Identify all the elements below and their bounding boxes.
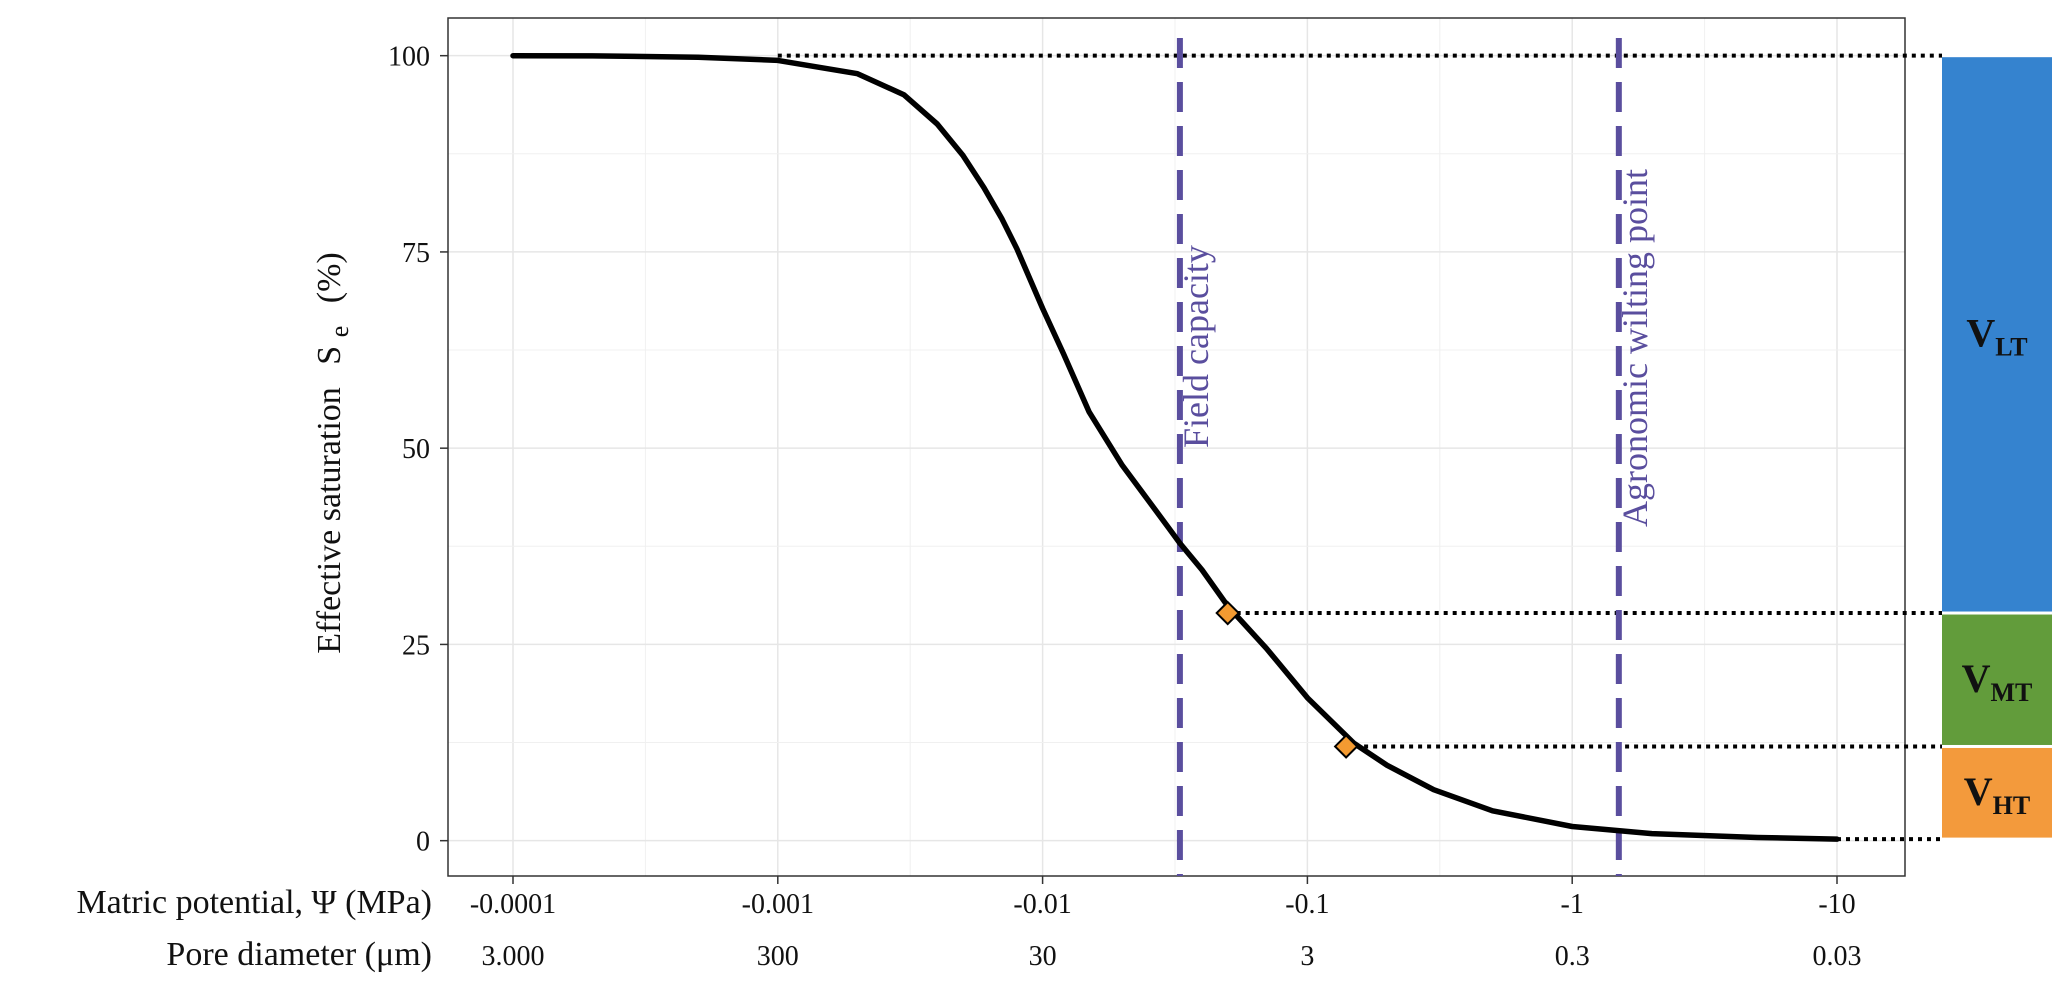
pore-tick-label: 30: [1029, 941, 1057, 972]
x-tick-label: -1: [1561, 889, 1584, 920]
retention-curve: [510, 52, 1840, 842]
y-tick-label: 100: [388, 42, 430, 73]
y-axis-title-symbol: S: [311, 346, 348, 365]
y-tick-label: 25: [402, 630, 430, 661]
pore-tick-label: 3: [1300, 941, 1314, 972]
threshold-label: Field capacity: [1176, 245, 1216, 448]
x-axis-title: Matric potential, Ψ (MPa): [76, 884, 432, 921]
threshold-markers: [1215, 600, 1359, 759]
pore-tick-label: 0.3: [1555, 941, 1590, 972]
threshold-label: Agronomic wilting point: [1615, 169, 1655, 527]
y-tick-label: 50: [402, 434, 430, 465]
series-line: [510, 52, 1840, 842]
volume-segment-label: VHT: [1964, 769, 2030, 820]
volume-segments: VLT VMT VHT: [1942, 57, 2052, 838]
x-tick-label: -0.1: [1285, 889, 1329, 920]
plot-panel: [447, 17, 1906, 877]
volume-segment: [1942, 57, 2052, 612]
y-axis-title: Effective saturation S e (%): [311, 252, 356, 653]
x-axis-ticks: -0.0001 3.000 -0.001 300 -0.01 30 -0.1 3 -1 0.3 -1…: [470, 876, 1862, 972]
volume-segment-label: VLT: [1966, 310, 2027, 361]
threshold-marker: [1215, 600, 1241, 626]
x-tick-label: -0.01: [1013, 889, 1071, 920]
dotted-reference-lines: [777, 53, 1942, 842]
y-axis-title-unit: (%): [311, 252, 348, 303]
x-tick-label: -0.0001: [470, 889, 556, 920]
grid-lines: [448, 18, 1905, 876]
x-tick-label: -10: [1818, 889, 1855, 920]
y-axis-title-symbol-sub: e: [325, 326, 354, 338]
threshold-marker: [1333, 734, 1359, 759]
y-tick-label: 0: [416, 827, 430, 858]
pore-tick-label: 0.03: [1813, 941, 1862, 972]
x-axis-secondary-title: Pore diameter (μm): [166, 936, 432, 973]
volume-segment: [1942, 747, 2052, 838]
x-tick-label: -0.001: [742, 889, 814, 920]
volume-segment: [1942, 614, 2052, 745]
y-tick-label: 75: [402, 238, 430, 269]
pore-tick-label: 3.000: [482, 941, 545, 972]
volume-segment-label: VMT: [1962, 656, 2033, 707]
y-axis-ticks: 0 25 50 75 100: [388, 42, 448, 858]
threshold-lines: Field capacity Agronomic wilting point: [1176, 38, 1655, 876]
y-axis-title-text: Effective saturation: [311, 387, 348, 654]
pore-tick-label: 300: [757, 941, 799, 972]
